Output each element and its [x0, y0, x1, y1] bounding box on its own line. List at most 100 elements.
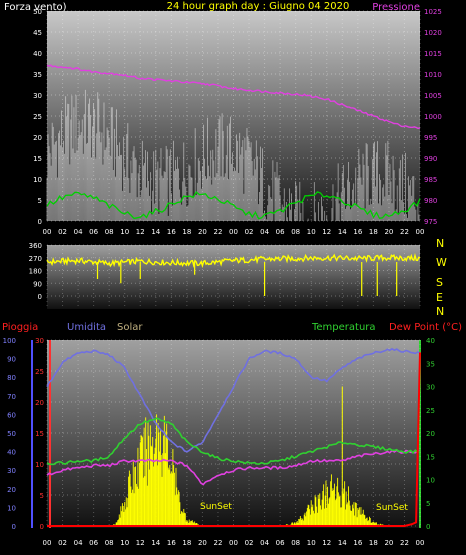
temperature-humidity-panel: Pioggia Umidita Solar Temperatura Dew Po… [2, 322, 462, 547]
x-tick-label: 02 [245, 539, 254, 547]
x-tick-label: 20 [198, 539, 207, 547]
temperature-tick-label: 35 [426, 360, 435, 368]
humidity-tick-label: 20 [7, 486, 16, 494]
left-tick-label: 35 [33, 71, 42, 79]
x-tick-label: 06 [89, 228, 98, 236]
left-tick-label: 0 [38, 293, 42, 301]
x-tick-label: 10 [120, 228, 129, 236]
right-tick-label: 990 [424, 155, 437, 163]
x-tick-label: 14 [338, 539, 347, 547]
temperature-label: Temperatura [311, 322, 376, 333]
x-tick-label: 08 [105, 228, 114, 236]
x-tick-label: 10 [120, 539, 129, 547]
x-tick-label: 00 [229, 228, 238, 236]
chart-title: 24 hour graph day : Giugno 04 2020 [167, 1, 350, 12]
rain-tick-label: 10 [35, 461, 44, 469]
humidity-tick-label: 10 [7, 504, 16, 512]
x-tick-label: 20 [198, 228, 207, 236]
compass-label: E [436, 291, 443, 304]
x-tick-label: 16 [353, 228, 362, 236]
x-tick-label: 10 [307, 539, 316, 547]
right-axis-label: Pressione [372, 2, 420, 13]
left-tick-label: 360 [29, 242, 42, 250]
x-tick-label: 16 [167, 539, 176, 547]
x-tick-label: 02 [245, 228, 254, 236]
x-tick-label: 14 [151, 539, 160, 547]
humidity-tick-label: 50 [7, 430, 16, 438]
sunset-label-1: SunSet [200, 502, 232, 512]
x-tick-label: 22 [400, 539, 409, 547]
x-tick-label: 10 [307, 228, 316, 236]
x-tick-label: 04 [74, 539, 83, 547]
left-tick-label: 40 [33, 50, 42, 58]
x-tick-label: 16 [167, 228, 176, 236]
rain-tick-label: 0 [40, 523, 44, 531]
temperature-tick-label: 25 [426, 407, 435, 415]
temperature-tick-label: 5 [426, 500, 430, 508]
rain-line [47, 352, 421, 527]
humidity-tick-label: 90 [7, 356, 16, 364]
panel3-background [47, 340, 420, 528]
compass-label: N [436, 237, 444, 250]
x-tick-label: 06 [89, 539, 98, 547]
rain-tick-label: 20 [35, 399, 44, 407]
compass-label: W [436, 256, 447, 269]
x-tick-label: 22 [400, 228, 409, 236]
x-tick-label: 08 [291, 228, 300, 236]
humidity-tick-label: 0 [12, 523, 16, 531]
sunset-label-2: SunSet [376, 503, 408, 513]
left-tick-label: 15 [33, 155, 42, 163]
temperature-tick-label: 30 [426, 384, 435, 392]
x-tick-label: 06 [276, 539, 285, 547]
wind-pressure-panel: Forza vento) 24 hour graph day : Giugno … [4, 1, 442, 236]
right-tick-label: 995 [424, 134, 437, 142]
right-tick-label: 1025 [424, 8, 442, 16]
x-tick-label: 22 [213, 539, 222, 547]
x-tick-label: 08 [105, 539, 114, 547]
x-tick-label: 00 [229, 539, 238, 547]
left-tick-label: 270 [29, 255, 42, 263]
right-tick-label: 1000 [424, 113, 442, 121]
x-tick-label: 04 [74, 228, 83, 236]
rain-label: Pioggia [2, 322, 38, 333]
left-tick-label: 10 [33, 176, 42, 184]
right-tick-label: 980 [424, 197, 437, 205]
x-tick-label: 08 [291, 539, 300, 547]
solar-label: Solar [117, 322, 143, 333]
x-tick-label: 18 [182, 539, 191, 547]
temperature-tick-label: 40 [426, 337, 435, 345]
left-tick-label: 25 [33, 113, 42, 121]
humidity-tick-label: 30 [7, 467, 16, 475]
left-tick-label: 45 [33, 29, 42, 37]
x-tick-label: 04 [260, 228, 269, 236]
x-tick-label: 14 [338, 228, 347, 236]
right-tick-label: 1020 [424, 29, 442, 37]
x-tick-label: 18 [182, 228, 191, 236]
x-tick-label: 14 [151, 228, 160, 236]
x-tick-label: 12 [322, 539, 331, 547]
dewpoint-line [46, 449, 421, 486]
x-tick-label: 04 [260, 539, 269, 547]
x-tick-label: 00 [416, 228, 425, 236]
left-tick-label: 20 [33, 134, 42, 142]
x-tick-label: 00 [43, 228, 52, 236]
x-tick-label: 16 [353, 539, 362, 547]
humidity-tick-label: 70 [7, 393, 16, 401]
x-tick-label: 12 [136, 539, 145, 547]
temperature-tick-label: 10 [426, 477, 435, 485]
compass-label: S [436, 276, 443, 289]
wind-avg-line [46, 191, 421, 220]
x-tick-label: 20 [384, 228, 393, 236]
humidity-tick-label: 100 [3, 337, 16, 345]
x-tick-label: 12 [136, 228, 145, 236]
left-tick-label: 180 [29, 268, 42, 276]
temperature-tick-label: 15 [426, 453, 435, 461]
right-tick-label: 1010 [424, 71, 442, 79]
pressure-line [46, 64, 421, 130]
x-tick-label: 18 [369, 228, 378, 236]
right-tick-label: 975 [424, 218, 437, 226]
humidity-tick-label: 80 [7, 374, 16, 382]
humidity-tick-label: 60 [7, 411, 16, 419]
